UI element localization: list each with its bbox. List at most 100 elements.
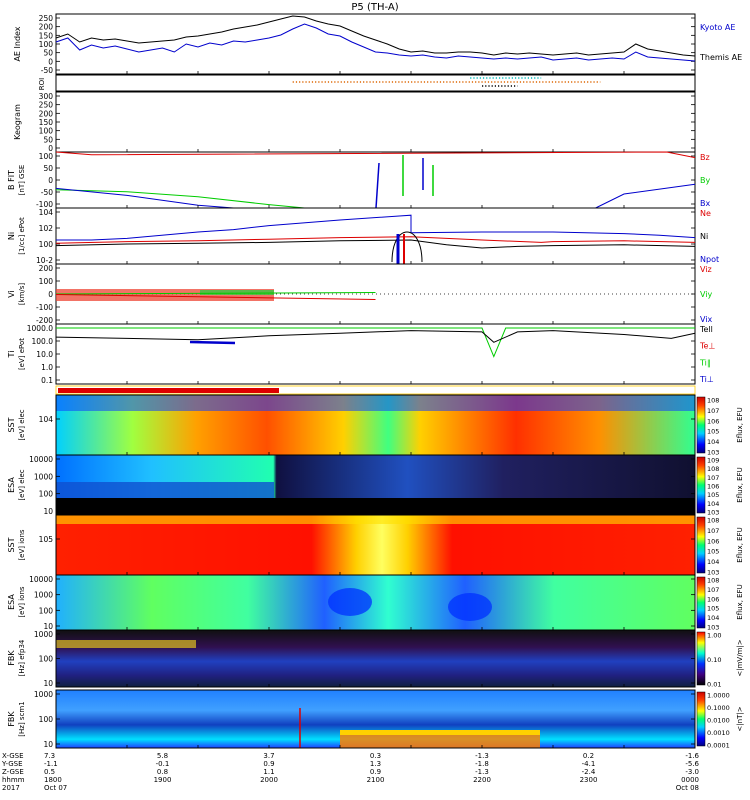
ytick-label: 150 xyxy=(39,31,54,40)
ytick-label: -50 xyxy=(41,66,53,75)
panel-series xyxy=(55,292,376,300)
panel-yticks: 104 xyxy=(39,415,695,424)
legend-kyoto-ae: Kyoto AE xyxy=(700,23,735,32)
axis-row-label: Z-GSE xyxy=(2,768,24,776)
ytick-label: 10-2 xyxy=(36,256,53,265)
panel-yticks: 100 50 0 -50 -100 xyxy=(36,152,695,209)
axis-row-value: 0000 xyxy=(681,776,699,784)
panel-ylabel: Vi xyxy=(7,290,16,298)
vi-noise-band xyxy=(200,290,274,295)
axis-row-value: 1900 xyxy=(154,776,172,784)
legend-entry: Npot xyxy=(700,255,719,264)
colorbar-ticks: 1.0000 0.1000 0.0100 0.0010 0.0001 xyxy=(707,692,730,750)
panel-legend: Tell Te⊥ Ti∥ Ti⊥ xyxy=(699,325,715,384)
ytick-label: 200 xyxy=(39,109,54,118)
sst-low-band xyxy=(56,395,695,411)
ytick-label: 100 xyxy=(39,152,54,161)
ytick-label: -100 xyxy=(36,303,53,312)
ytick-label: 100 xyxy=(39,127,54,136)
panel-yunit: [km/s] xyxy=(18,283,26,306)
colorbar-tick: 107 xyxy=(707,474,719,482)
axis-row-value: -1.3 xyxy=(475,768,489,776)
ytick-label: 100 xyxy=(39,715,54,724)
by-spikes xyxy=(375,155,434,209)
series-line xyxy=(55,151,696,159)
panel-temperature: Ti [eV] ePot 1000.0100.010.01.00.1 TellT… xyxy=(7,323,715,385)
ytick-label: 100 xyxy=(39,240,54,249)
ytick-label: 1000 xyxy=(34,472,53,481)
colorbar-tick: 103 xyxy=(707,509,719,517)
panel-yticks: 1000 100 10 xyxy=(34,630,695,688)
ytick-label: 1.0 xyxy=(41,363,53,372)
series-line xyxy=(55,23,696,62)
legend-entry: Bx xyxy=(700,199,710,208)
roi-marks xyxy=(292,77,601,87)
panel-yticks: 10000 1000 100 10 xyxy=(29,575,695,631)
ytick-label: 100 xyxy=(39,606,54,615)
colorbar-tick: 0.10 xyxy=(707,656,721,664)
spectrogram-fill xyxy=(56,630,695,687)
axis-row-value: 3.7 xyxy=(263,752,274,760)
panel-frame xyxy=(55,74,696,92)
panel-ylabel: Ni xyxy=(7,232,16,240)
colorbar-tick: 106 xyxy=(707,537,719,545)
ytick-label: 10 xyxy=(43,507,53,516)
panel-fbk-efield: FBK [Hz] efp34 1000 100 10 1.00 0.10 0.01 <|… xyxy=(7,629,744,689)
panel-frame xyxy=(55,151,696,209)
sst-top-band xyxy=(56,515,695,524)
colorbar-tick: 106 xyxy=(707,595,719,603)
panel-yticks: 1000.0 100.0 10.0 1.0 0.1 xyxy=(27,324,695,385)
ytick-label: 100 xyxy=(39,490,54,499)
panel-density: Ni [1/cc] ePot 104 102 100 10-2 Ne Ni Npot xyxy=(7,207,719,265)
axis-row-value: -2.4 xyxy=(582,768,596,776)
colorbar-label: <|nT|> xyxy=(736,706,744,731)
spectrogram-fill xyxy=(56,515,695,575)
axis-row-value: 1.3 xyxy=(370,760,381,768)
esa-low-band xyxy=(56,482,274,498)
axis-row-label: hhmm xyxy=(2,776,25,784)
axis-row-label: Y-GSE xyxy=(1,760,23,768)
panel-yticks: 10000 1000 100 10 xyxy=(29,455,695,516)
series-line xyxy=(55,187,234,209)
bx-spike xyxy=(375,162,380,209)
panel-roi: ROI xyxy=(38,74,696,92)
colorbar-tick: 1.00 xyxy=(707,632,721,640)
ytick-label: 1000 xyxy=(34,630,53,639)
panel-series xyxy=(55,151,696,209)
colorbar-ticks: 1.00 0.10 0.01 xyxy=(707,632,721,689)
panel-sst-ions: SST [eV] ions 105 108 107 106 105 104 103 Efl… xyxy=(7,514,744,577)
figure-title: P5 (TH-A) xyxy=(351,2,398,13)
legend-entry: Ni xyxy=(700,232,708,241)
colorbar-tick: 0.01 xyxy=(707,681,721,689)
axis-row-value: 2300 xyxy=(580,776,598,784)
colorbar-tick: 104 xyxy=(707,500,719,508)
series-line xyxy=(55,15,696,57)
series-line xyxy=(55,236,696,244)
legend-entry: By xyxy=(700,176,710,185)
legend-entry: Bz xyxy=(700,153,710,162)
panel-ylabel: ROI xyxy=(38,78,46,90)
axis-row-value: Oct 07 xyxy=(44,784,67,792)
axis-row-label: 2017 xyxy=(2,784,20,792)
colorbar-tick: 107 xyxy=(707,527,719,535)
ytick-label: 250 xyxy=(39,14,54,23)
panel-yticks: 105 xyxy=(39,535,695,544)
ytick-label: 300 xyxy=(39,92,54,101)
panel-legend: Viz Viy Vix xyxy=(700,265,713,324)
colorbar-tick: 105 xyxy=(707,491,719,499)
ytick-label: 1000 xyxy=(34,690,53,699)
spectrogram-fill xyxy=(56,575,695,630)
panel-ylabel: FBK xyxy=(7,711,16,727)
ytick-label: 200 xyxy=(39,264,54,273)
colorbar-tick: 105 xyxy=(707,548,719,556)
colorbar-tick: 0.0010 xyxy=(707,729,730,737)
ion-blob xyxy=(328,588,372,616)
colorbar-tick: 104 xyxy=(707,558,719,566)
ytick-label: 0 xyxy=(48,144,53,153)
axis-row-value: 1800 xyxy=(44,776,62,784)
panel-yticks: 1000 100 10 xyxy=(34,690,695,749)
axis-row-value: Oct 08 xyxy=(676,784,699,792)
